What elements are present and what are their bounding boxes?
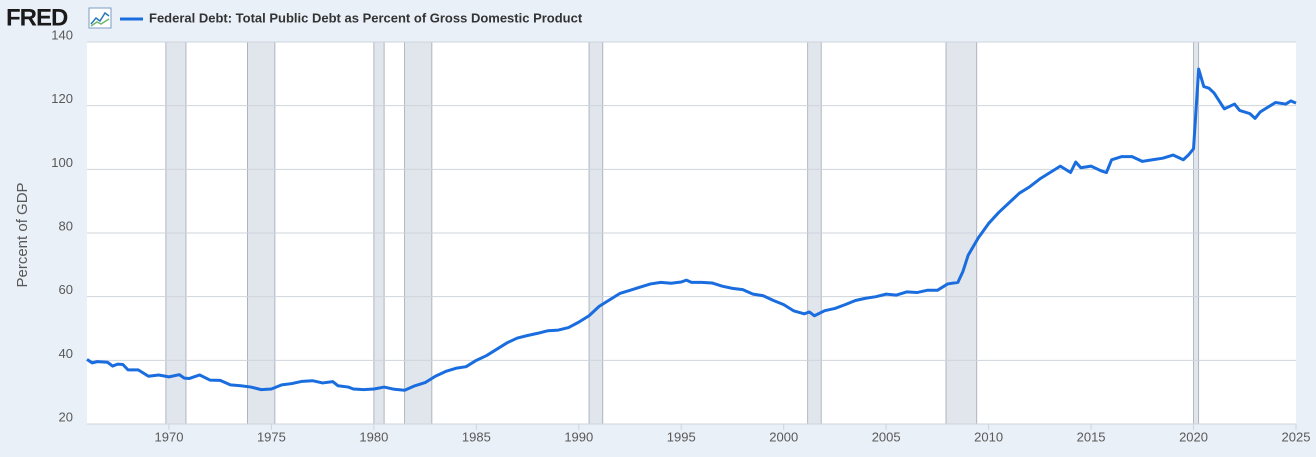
y-tick-label: 60 [59, 282, 73, 297]
x-tick-label: 1995 [667, 429, 696, 444]
x-tick-label: 1985 [462, 429, 491, 444]
y-tick-label: 80 [59, 218, 73, 233]
x-tick-label: 1990 [564, 429, 593, 444]
legend-label: Federal Debt: Total Public Debt as Perce… [149, 10, 583, 25]
x-tick-label: 2020 [1179, 429, 1208, 444]
y-tick-label: 40 [59, 346, 73, 361]
x-tick-label: 2025 [1282, 429, 1311, 444]
x-tick-label: 1980 [359, 429, 388, 444]
x-tick-label: 1970 [155, 429, 184, 444]
x-tick-label: 2005 [872, 429, 901, 444]
y-tick-label: 120 [51, 91, 73, 106]
x-tick-label: 2010 [974, 429, 1003, 444]
x-tick-label: 1975 [257, 429, 286, 444]
logo[interactable]: FRED [6, 4, 69, 31]
y-axis-label: Percent of GDP [14, 182, 31, 287]
y-tick-label: 100 [51, 155, 73, 170]
data-line [86, 67, 1297, 392]
x-tick-label: 2000 [769, 429, 798, 444]
y-tick-label: 20 [59, 409, 73, 424]
x-tick-label: 2015 [1077, 429, 1106, 444]
logo-icon [88, 7, 112, 29]
y-tick-label: 140 [51, 27, 73, 42]
